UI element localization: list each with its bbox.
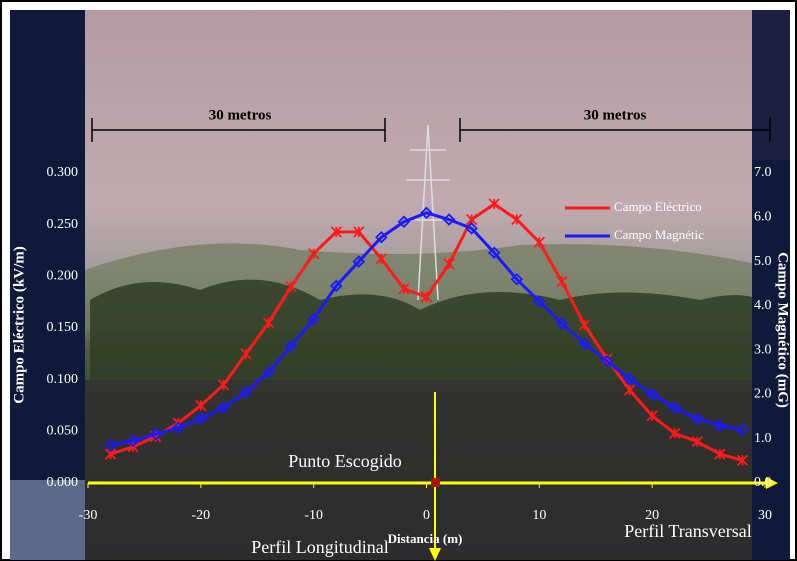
point-marker: [736, 423, 749, 437]
y2-tick-label: 6.0: [754, 210, 772, 225]
legend-label: Campo Magnétic: [614, 227, 704, 242]
point-marker: [420, 206, 433, 220]
x-tick-label: -20: [191, 508, 210, 523]
y2-tick-label: 0.0: [754, 475, 772, 490]
point-marker: [195, 399, 207, 412]
chosen-point: [431, 478, 440, 487]
point-marker: [533, 295, 546, 308]
point-marker: [691, 412, 704, 426]
y2-axis-label: Campo Magnético (mG): [775, 252, 791, 408]
x-tick-label: -10: [304, 508, 323, 523]
point-marker: [578, 319, 591, 331]
point-marker: [171, 421, 185, 434]
point-marker: [533, 236, 545, 248]
point-marker: [375, 230, 388, 244]
center-arrow: [429, 548, 441, 561]
x-tick-label: 20: [645, 508, 659, 523]
point-marker: [511, 213, 523, 226]
x-arrow: [766, 477, 778, 489]
y2-tick-label: 3.0: [754, 342, 772, 357]
y2-tick-label: 5.0: [754, 254, 772, 269]
point-marker: [308, 247, 320, 260]
point-marker: [329, 279, 343, 293]
y-tick-label: 0.300: [47, 165, 79, 180]
point-marker: [714, 448, 726, 460]
y2-tick-label: 7.0: [754, 165, 772, 180]
y2-tick-label: 4.0: [754, 298, 772, 313]
y-axis-label: Campo Eléctrico (kV/m): [11, 246, 27, 403]
point-marker: [691, 436, 703, 448]
point-marker: [488, 198, 500, 210]
left-panel-corner: [10, 480, 85, 560]
point-marker: [262, 317, 275, 329]
annotation: 30 metros: [209, 107, 272, 123]
annotation: Perfil Longitudinal: [251, 537, 388, 557]
point-marker: [623, 372, 636, 386]
x-axis-label: Distancia (m): [388, 531, 463, 546]
point-marker: [126, 434, 140, 448]
point-marker: [442, 213, 456, 226]
point-marker: [397, 215, 411, 228]
series-line: [110, 211, 743, 447]
x-tick-label: -30: [79, 508, 98, 523]
y-tick-label: 0.200: [47, 269, 79, 284]
point-marker: [104, 439, 117, 452]
point-marker: [645, 388, 659, 401]
point-marker: [646, 410, 658, 422]
x-tick-label: 10: [532, 508, 546, 523]
point-marker: [465, 222, 478, 235]
point-marker: [353, 226, 365, 238]
point-marker: [713, 419, 727, 432]
point-marker: [623, 384, 636, 396]
trees: [90, 279, 760, 380]
point-marker: [443, 258, 455, 270]
point-marker: [285, 281, 297, 293]
y-tick-label: 0.250: [47, 217, 79, 232]
point-marker: [510, 273, 524, 286]
y-tick-label: 0.100: [47, 372, 79, 387]
point-marker: [375, 253, 388, 265]
point-marker: [284, 339, 298, 352]
y-tick-label: 0.150: [47, 320, 79, 335]
point-marker: [239, 385, 253, 399]
y2-tick-label: 1.0: [754, 431, 772, 446]
y-tick-label: 0.000: [47, 475, 79, 490]
point-marker: [669, 427, 681, 440]
point-marker: [556, 275, 568, 288]
point-marker: [668, 401, 682, 414]
legend-label: Campo Eléctrico: [614, 199, 702, 214]
point-marker: [262, 366, 275, 379]
point-marker: [555, 317, 569, 330]
point-marker: [194, 412, 208, 426]
point-marker: [352, 255, 366, 268]
point-marker: [578, 337, 591, 350]
span-arrows: [91, 118, 771, 142]
point-marker: [398, 283, 410, 295]
point-marker: [217, 379, 230, 391]
point-marker: [736, 454, 749, 466]
x-tick-label: 0: [423, 508, 430, 523]
point-marker: [600, 354, 614, 368]
point-marker: [330, 226, 342, 238]
left-panel: [10, 10, 85, 560]
x-tick-label: 30: [758, 508, 772, 523]
y2-tick-label: 2.0: [754, 387, 772, 402]
y-tick-label: 0.050: [47, 424, 79, 439]
annotation: Punto Escogido: [288, 451, 402, 471]
annotation: Perfil Transversal: [624, 521, 752, 541]
right-panel-top: [752, 10, 790, 160]
point-marker: [307, 312, 320, 326]
point-marker: [217, 401, 230, 414]
point-marker: [149, 428, 162, 441]
annotation: 30 metros: [584, 107, 647, 123]
point-marker: [240, 348, 252, 360]
point-marker: [420, 291, 433, 303]
point-marker: [487, 246, 501, 259]
